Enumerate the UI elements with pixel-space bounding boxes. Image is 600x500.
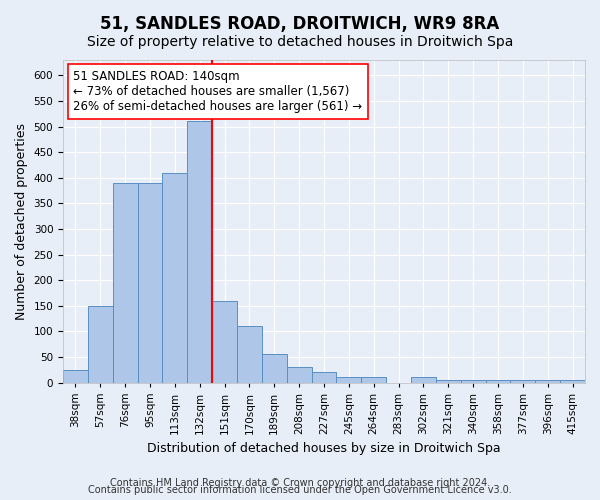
Bar — [337, 378, 361, 382]
Bar — [262, 354, 287, 382]
Bar — [287, 367, 311, 382]
Text: 51 SANDLES ROAD: 140sqm
← 73% of detached houses are smaller (1,567)
26% of semi: 51 SANDLES ROAD: 140sqm ← 73% of detache… — [73, 70, 362, 112]
Bar — [113, 183, 137, 382]
Y-axis label: Number of detached properties: Number of detached properties — [15, 123, 28, 320]
Bar — [237, 326, 262, 382]
Bar — [485, 380, 511, 382]
Bar — [88, 306, 113, 382]
Bar — [361, 378, 386, 382]
Bar — [311, 372, 337, 382]
Bar — [461, 380, 485, 382]
Text: Contains public sector information licensed under the Open Government Licence v3: Contains public sector information licen… — [88, 485, 512, 495]
Text: Contains HM Land Registry data © Crown copyright and database right 2024.: Contains HM Land Registry data © Crown c… — [110, 478, 490, 488]
X-axis label: Distribution of detached houses by size in Droitwich Spa: Distribution of detached houses by size … — [147, 442, 501, 455]
Text: Size of property relative to detached houses in Droitwich Spa: Size of property relative to detached ho… — [87, 35, 513, 49]
Bar — [535, 380, 560, 382]
Bar — [511, 380, 535, 382]
Bar — [187, 122, 212, 382]
Text: 51, SANDLES ROAD, DROITWICH, WR9 8RA: 51, SANDLES ROAD, DROITWICH, WR9 8RA — [100, 15, 500, 33]
Bar — [436, 380, 461, 382]
Bar — [212, 300, 237, 382]
Bar — [63, 370, 88, 382]
Bar — [137, 183, 163, 382]
Bar — [411, 378, 436, 382]
Bar — [163, 172, 187, 382]
Bar — [560, 380, 585, 382]
